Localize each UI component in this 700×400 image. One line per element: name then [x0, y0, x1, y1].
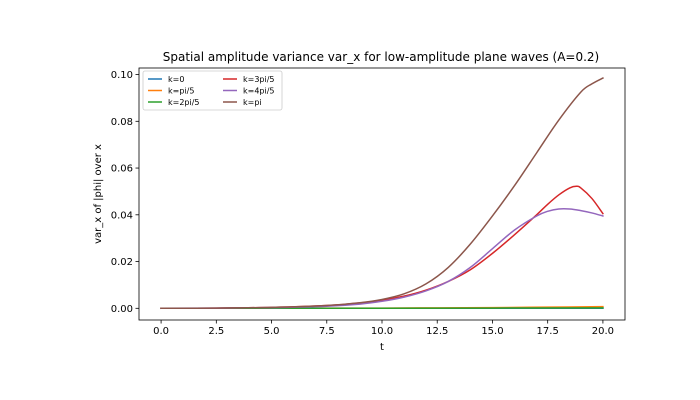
legend-entries: k=0 k=pi/5 k=2pi/5 k=3pi/5 k=4pi/5 k=pi — [148, 75, 275, 107]
legend-label: k=0 — [168, 75, 184, 84]
x-tick-label: 10.0 — [371, 326, 393, 337]
x-axis-label: t — [380, 342, 384, 353]
x-axis-ticks: 0.0 2.5 5.0 7.5 10.0 12.5 15.0 17.5 20.0 — [153, 320, 614, 337]
x-tick-label: 17.5 — [537, 326, 559, 337]
x-tick-label: 5.0 — [264, 326, 280, 337]
y-tick-label: 0.10 — [111, 70, 133, 81]
y-tick-label: 0.06 — [111, 164, 133, 175]
x-tick-label: 15.0 — [481, 326, 503, 337]
legend-label: k=pi — [243, 98, 262, 107]
series-layer — [160, 77, 604, 310]
y-tick-label: 0.00 — [111, 304, 133, 315]
y-tick-label: 0.04 — [111, 210, 133, 221]
y-tick-label: 0.02 — [111, 257, 133, 268]
legend-label: k=2pi/5 — [168, 98, 200, 107]
x-tick-label: 20.0 — [592, 326, 614, 337]
y-tick-label: 0.08 — [111, 117, 133, 128]
y-axis-label: var_x of |phi| over x — [93, 144, 104, 244]
legend: k=0 k=pi/5 k=2pi/5 k=3pi/5 k=4pi/5 k=pi — [142, 70, 283, 111]
x-tick-label: 2.5 — [208, 326, 224, 337]
series-line-k-pi — [160, 77, 604, 310]
legend-label: k=pi/5 — [168, 87, 194, 96]
x-tick-label: 7.5 — [319, 326, 335, 337]
y-axis-ticks: 0.00 0.02 0.04 0.06 0.08 0.10 — [111, 70, 139, 315]
legend-label: k=4pi/5 — [243, 87, 275, 96]
chart-title: Spatial amplitude variance var_x for low… — [163, 50, 600, 64]
legend-label: k=3pi/5 — [243, 75, 275, 84]
x-tick-label: 12.5 — [426, 326, 448, 337]
legend-box — [142, 70, 283, 111]
x-tick-label: 0.0 — [153, 326, 169, 337]
